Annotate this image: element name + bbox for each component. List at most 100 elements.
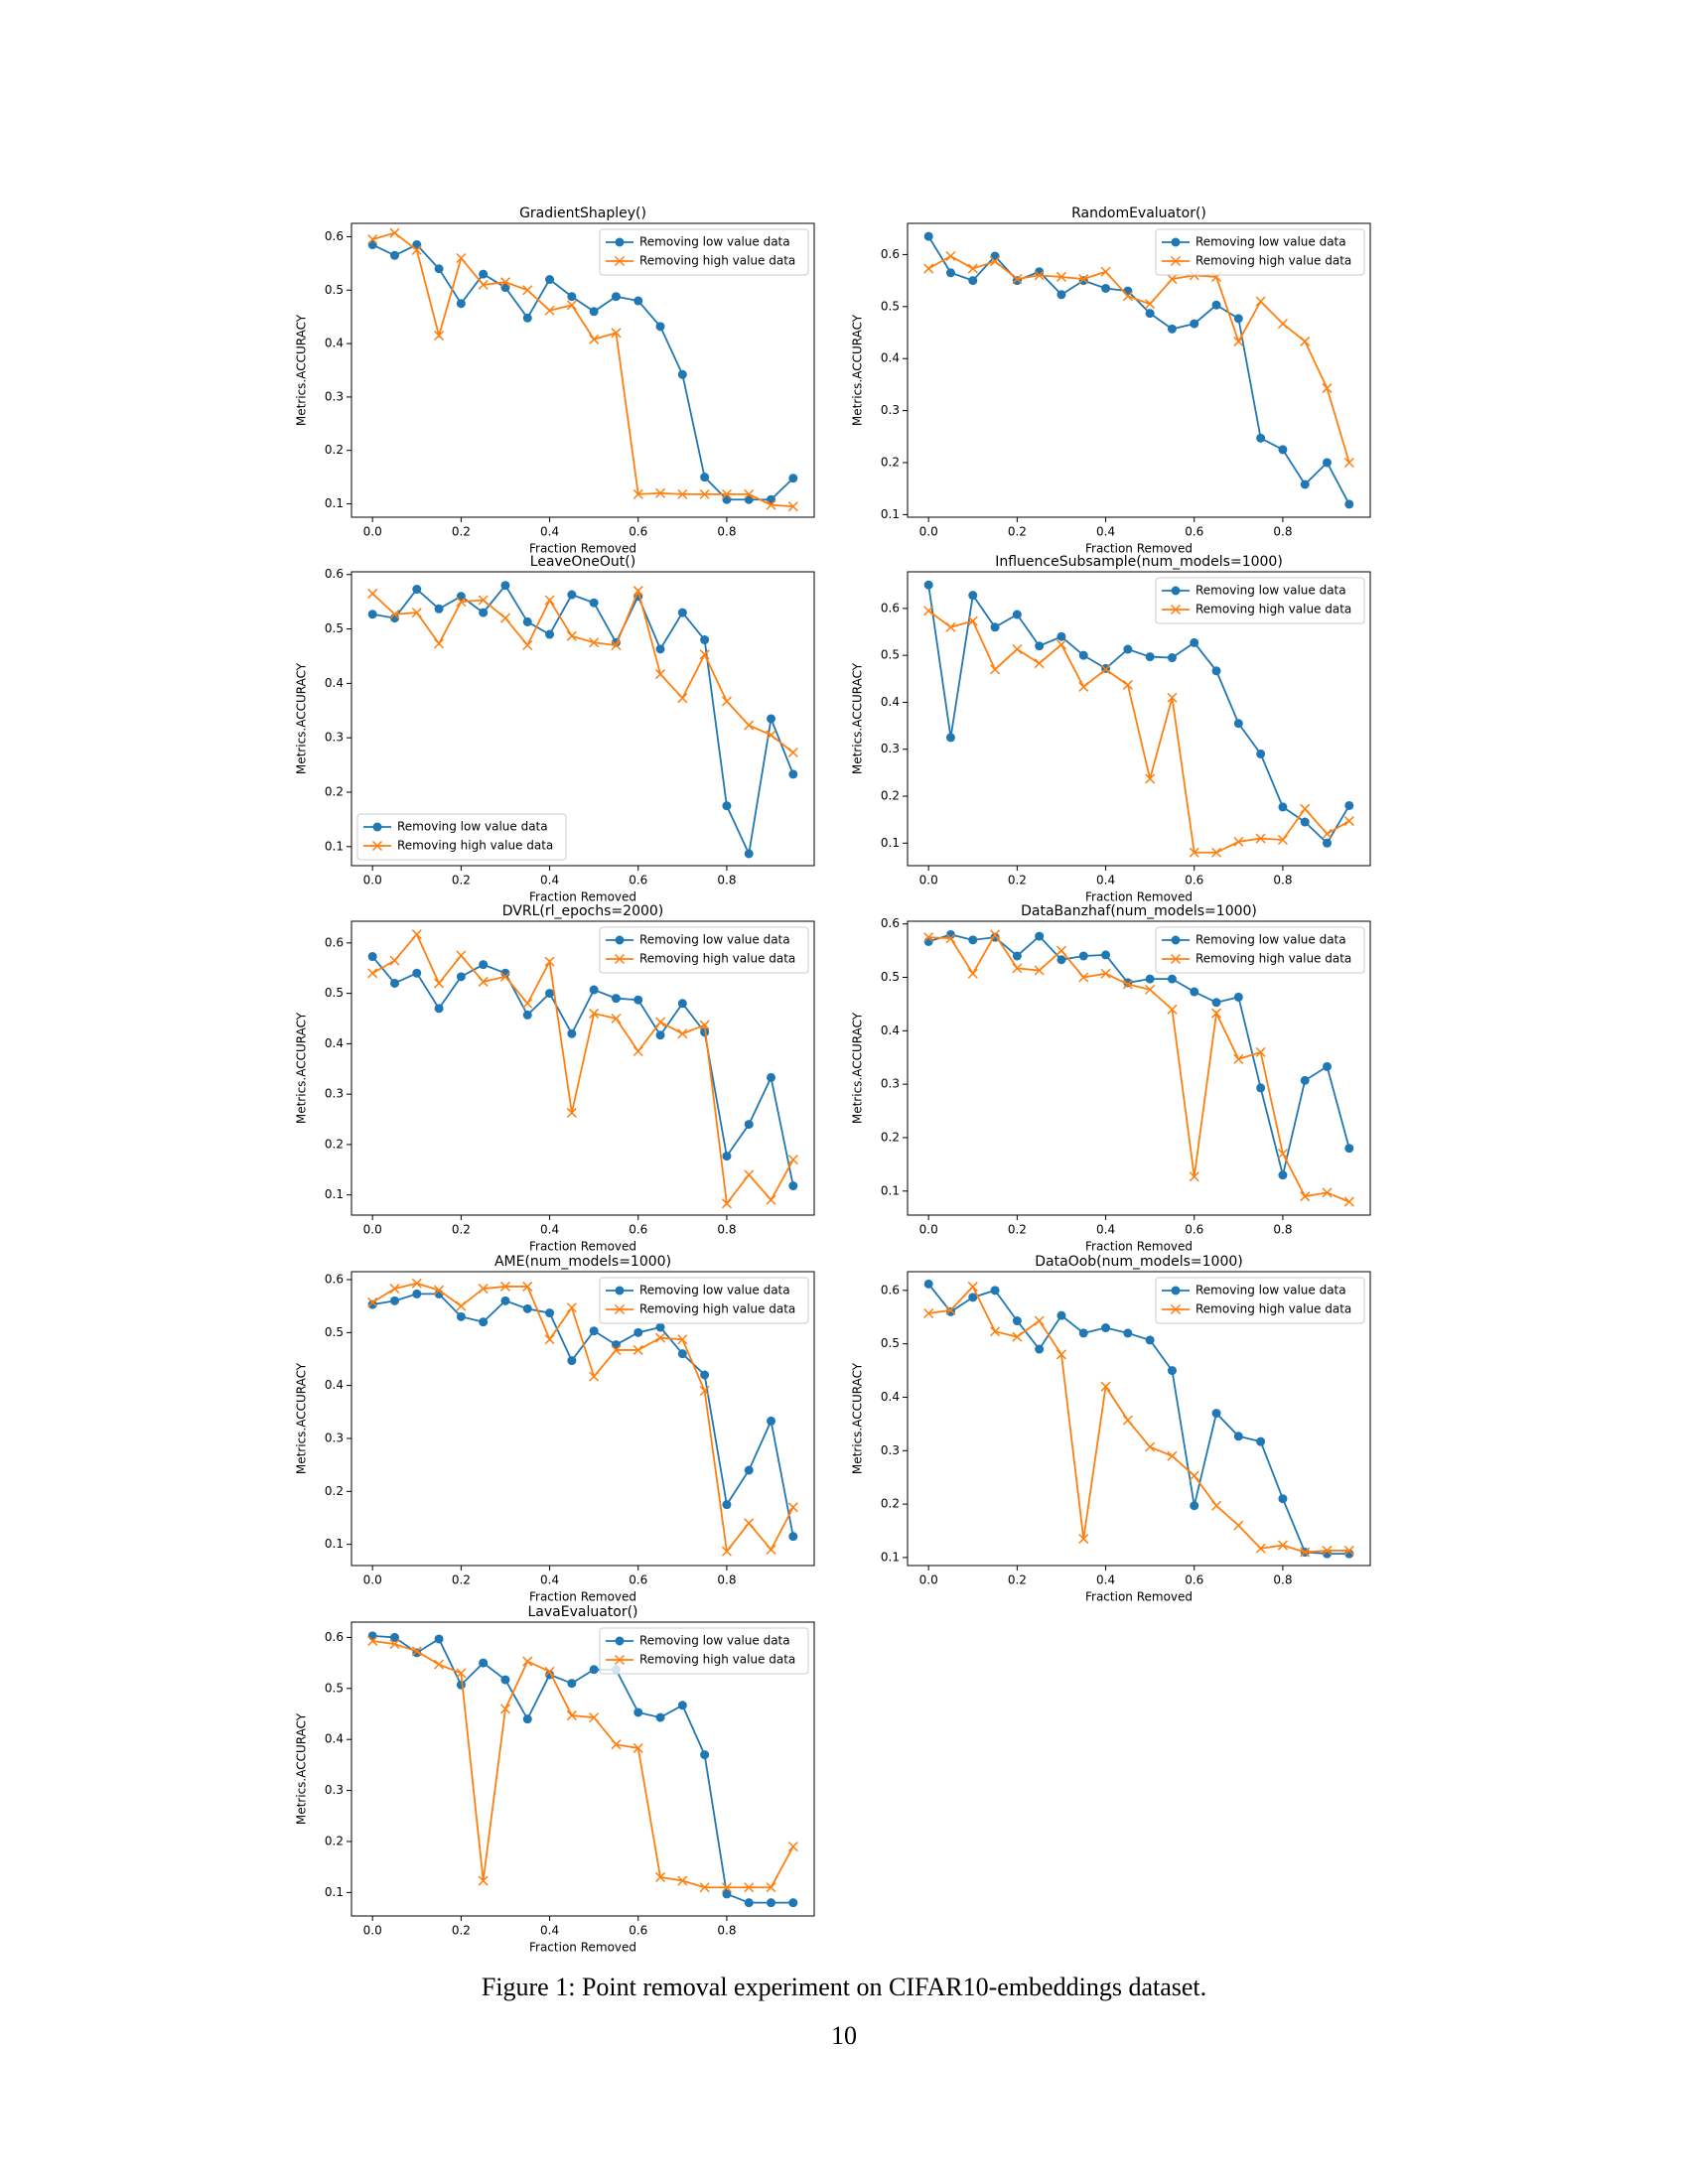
chart-title: LavaEvaluator() — [527, 1604, 637, 1620]
legend-label: Removing high value data — [1196, 603, 1351, 616]
data-point — [722, 1500, 732, 1510]
data-point — [633, 586, 643, 597]
data-point — [700, 1370, 710, 1380]
data-point — [677, 488, 688, 499]
data-point — [522, 1714, 532, 1724]
data-point — [677, 999, 687, 1009]
x-axis-label: Fraction Removed — [529, 1590, 636, 1604]
y-tick-label: 0.4 — [325, 337, 344, 350]
x-axis-label: Fraction Removed — [529, 1941, 636, 1955]
data-point — [567, 292, 577, 302]
y-tick-label: 0.3 — [881, 1443, 900, 1457]
legend-label: Removing high value data — [639, 1653, 795, 1667]
data-point — [744, 1898, 754, 1908]
data-point — [766, 1194, 776, 1205]
x-tick-label: 0.6 — [629, 1924, 647, 1938]
legend-marker — [372, 822, 382, 832]
data-point — [923, 606, 934, 616]
data-point — [1322, 828, 1333, 839]
data-point — [655, 1871, 666, 1882]
data-point — [545, 1308, 555, 1318]
data-point — [478, 976, 489, 987]
legend-marker — [1171, 237, 1181, 247]
legend-label: Removing low value data — [639, 1284, 790, 1297]
data-point — [1034, 658, 1045, 669]
legend-box — [356, 813, 567, 861]
data-point — [544, 956, 555, 967]
data-point — [744, 720, 755, 731]
data-point — [677, 1028, 688, 1039]
legend-marker — [614, 953, 626, 965]
data-point — [389, 978, 399, 988]
data-point — [655, 1017, 666, 1027]
data-point — [412, 968, 422, 978]
data-point — [456, 972, 466, 982]
data-line — [372, 1634, 793, 1904]
data-point — [411, 929, 422, 940]
y-axis-label: Metrics.ACCURACY — [851, 1012, 865, 1124]
data-point — [1300, 1191, 1311, 1202]
legend-label: Removing low value data — [1196, 1284, 1346, 1297]
data-point — [1078, 1328, 1088, 1338]
data-point — [434, 1004, 444, 1014]
legend-marker — [1170, 953, 1182, 965]
data-point — [1211, 300, 1221, 310]
data-point — [700, 1750, 710, 1760]
data-line — [371, 231, 793, 508]
data-point — [389, 609, 400, 619]
data-point — [722, 1152, 732, 1161]
data-point — [1233, 1432, 1243, 1441]
data-point — [611, 1344, 622, 1355]
chart-title: AME(num_models=1000) — [494, 1254, 671, 1270]
data-point — [633, 1327, 643, 1337]
y-tick-label: 0.5 — [881, 970, 900, 984]
data-point — [367, 234, 378, 245]
data-point — [544, 1334, 555, 1345]
legend-marker — [1170, 604, 1182, 615]
data-point — [923, 936, 933, 946]
x-tick-label: 0.0 — [363, 525, 382, 539]
data-point — [1233, 992, 1243, 1002]
data-point — [389, 1639, 400, 1650]
data-point — [767, 1072, 776, 1082]
data-point — [1012, 1316, 1022, 1326]
data-point — [478, 1284, 489, 1295]
data-point — [787, 501, 798, 512]
y-tick-label: 0.5 — [881, 1336, 900, 1350]
data-point — [522, 313, 532, 323]
chart: RandomEvaluator() Fraction Removed Metrics… — [851, 205, 1371, 556]
data-point — [389, 1284, 400, 1295]
data-point — [1167, 1450, 1178, 1461]
data-point — [589, 1712, 600, 1723]
data-point — [1012, 274, 1023, 285]
data-point — [655, 1712, 665, 1722]
data-point — [1055, 1349, 1066, 1360]
x-tick-label: 0.4 — [540, 525, 559, 539]
data-point — [367, 588, 378, 599]
x-tick-label: 0.4 — [1096, 1573, 1115, 1587]
data-point — [1256, 749, 1266, 758]
data-line — [927, 610, 1350, 854]
data-line — [927, 235, 1350, 505]
data-point — [1034, 270, 1045, 281]
data-point — [611, 292, 621, 302]
y-tick-label: 0.5 — [325, 621, 344, 635]
data-point — [1056, 631, 1066, 641]
data-point — [744, 1518, 755, 1529]
data-point — [655, 487, 666, 498]
data-point — [567, 590, 577, 600]
data-line — [371, 955, 794, 1186]
data-point — [566, 1710, 577, 1721]
data-point — [1300, 803, 1311, 814]
data-point — [545, 275, 555, 285]
data-point — [655, 1030, 665, 1040]
y-tick-label: 0.2 — [325, 1137, 344, 1151]
legend-marker — [614, 1303, 626, 1315]
data-point — [923, 932, 934, 943]
legend-marker — [615, 1286, 625, 1296]
data-point — [923, 580, 933, 590]
data-point — [1101, 1323, 1111, 1333]
legend-label: Removing low value data — [1196, 933, 1346, 947]
data-point — [788, 474, 798, 483]
y-tick-label: 0.2 — [881, 1497, 900, 1511]
